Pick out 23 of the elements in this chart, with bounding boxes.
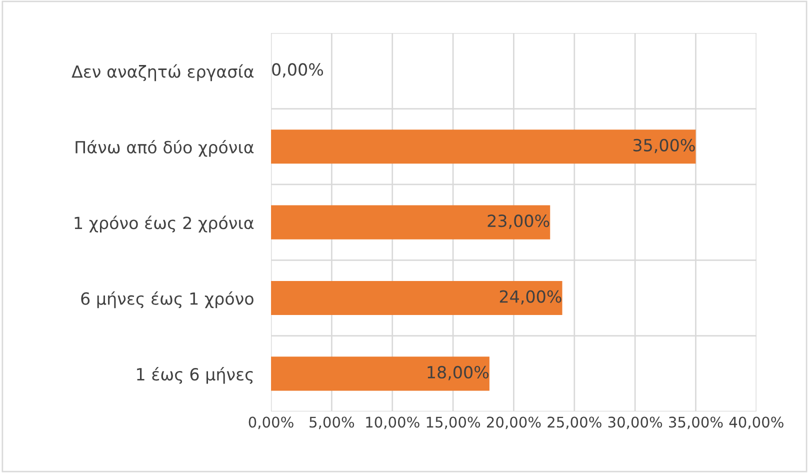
data-label: 24,00% xyxy=(500,290,562,305)
data-label: 18,00% xyxy=(428,366,489,380)
bar xyxy=(271,205,550,240)
x-tick-label: 35,00% xyxy=(669,416,723,430)
data-label: 0,00% xyxy=(272,63,324,78)
y-tick-label: Δεν αναζητώ εργασία xyxy=(72,64,254,82)
bar xyxy=(271,130,696,164)
bar xyxy=(271,280,562,316)
data-label: 35,00% xyxy=(633,138,695,154)
y-tick-label: 6 μήνες έως 1 χρόνο xyxy=(81,291,254,308)
x-tick-label: 10,00% xyxy=(366,416,420,430)
x-tick-label: 15,00% xyxy=(426,416,480,430)
x-tick-label: 25,00% xyxy=(548,416,602,430)
bar xyxy=(271,356,490,391)
x-tick-label: 40,00% xyxy=(729,416,784,430)
data-label: 23,00% xyxy=(488,214,550,229)
y-tick-label: 1 έως 6 μήνες xyxy=(137,367,253,384)
x-tick-label: 0,00% xyxy=(248,416,294,430)
x-tick-label: 5,00% xyxy=(310,416,354,430)
x-tick-label: 20,00% xyxy=(486,416,541,430)
x-tick-label: 30,00% xyxy=(608,416,662,430)
y-tick-label: Πάνω από δύο χρόνια xyxy=(76,140,254,157)
y-tick-label: 1 χρόνο έως 2 χρόνια xyxy=(74,216,254,232)
